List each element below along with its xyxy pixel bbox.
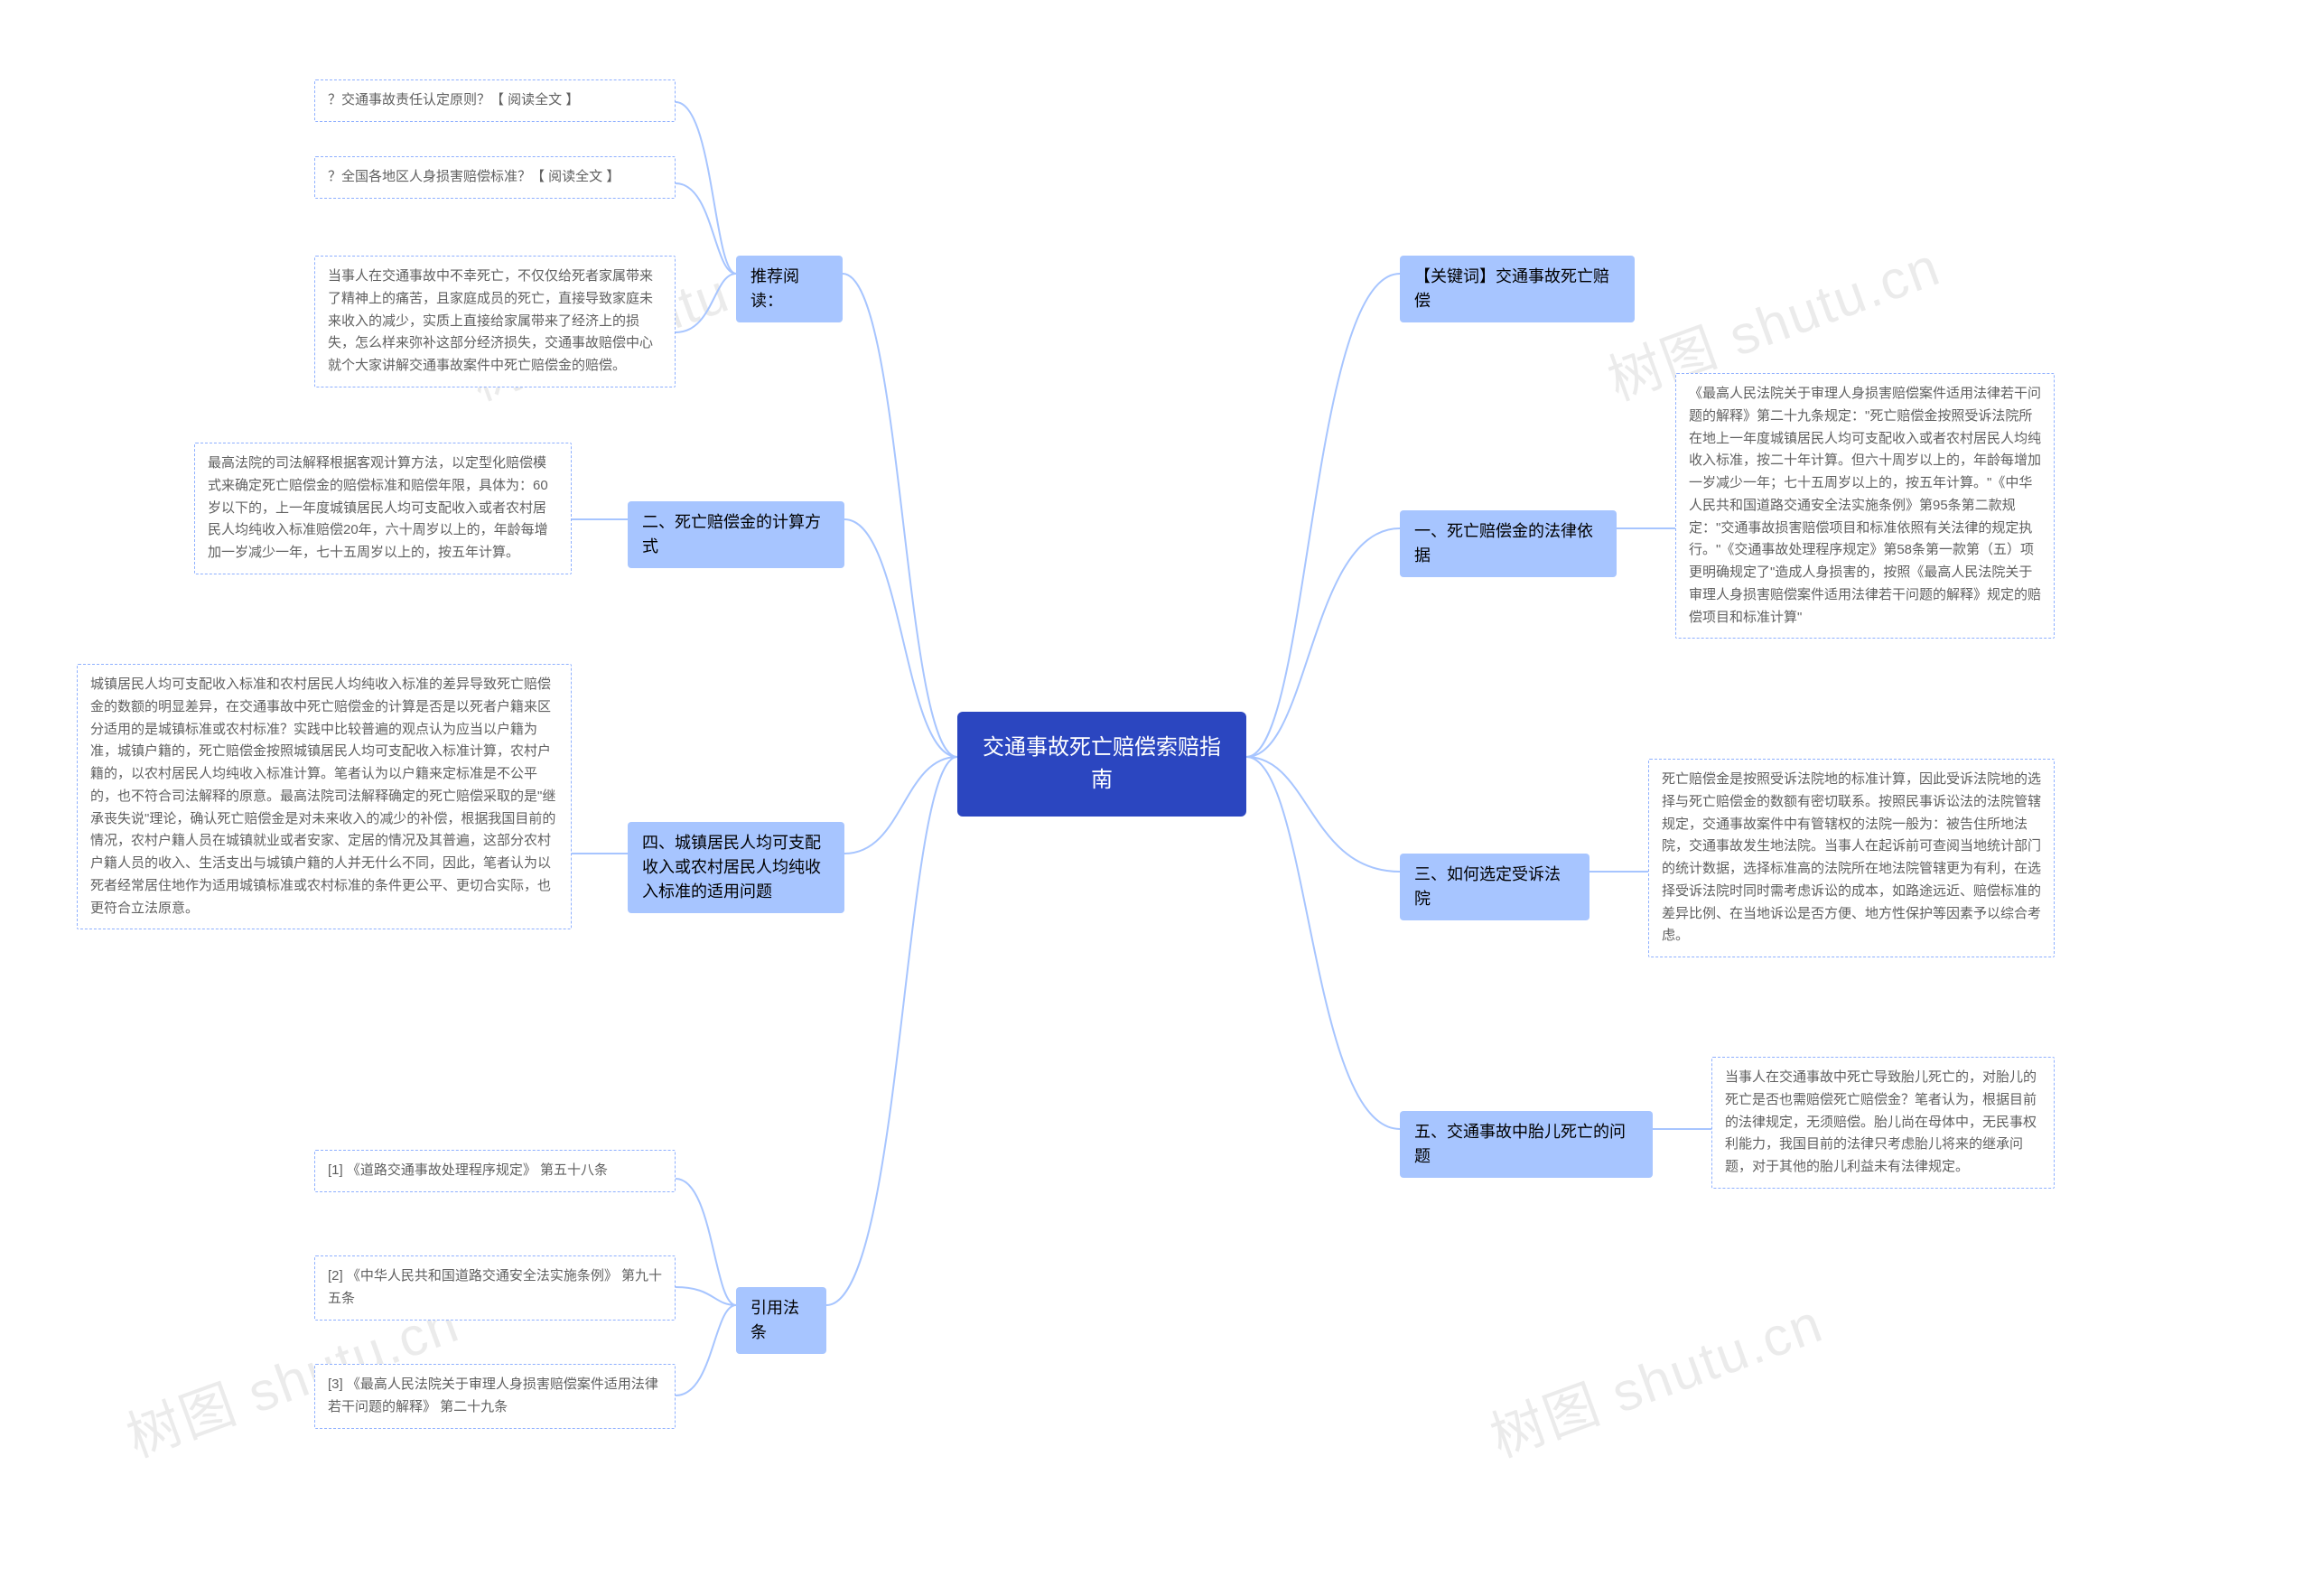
- branch-recommended-reading[interactable]: 推荐阅读：: [736, 256, 843, 322]
- leaf-legal-basis[interactable]: 《最高人民法院关于审理人身损害赔偿案件适用法律若干问题的解释》第二十九条规定："…: [1675, 373, 2055, 639]
- leaf-court[interactable]: 死亡赔偿金是按照受诉法院地的标准计算，因此受诉法院地的选择与死亡赔偿金的数额有密…: [1648, 759, 2055, 957]
- leaf-rec-3[interactable]: 当事人在交通事故中不幸死亡，不仅仅给死者家属带来了精神上的痛苦，且家庭成员的死亡…: [314, 256, 676, 387]
- branch-urban-rural-income[interactable]: 四、城镇居民人均可支配收入或农村居民人均纯收入标准的适用问题: [628, 822, 844, 913]
- leaf-calc[interactable]: 最高法院的司法解释根据客观计算方法，以定型化赔偿模式来确定死亡赔偿金的赔偿标准和…: [194, 443, 572, 574]
- leaf-rec-1[interactable]: ？交通事故责任认定原则？【 阅读全文 】: [314, 79, 676, 122]
- branch-calc-method[interactable]: 二、死亡赔偿金的计算方式: [628, 501, 844, 568]
- leaf-fetus[interactable]: 当事人在交通事故中死亡导致胎儿死亡的，对胎儿的死亡是否也需赔偿死亡赔偿金？笔者认…: [1711, 1057, 2055, 1189]
- branch-cited-laws[interactable]: 引用法条: [736, 1287, 826, 1354]
- leaf-rec-2[interactable]: ？全国各地区人身损害赔偿标准？【 阅读全文 】: [314, 156, 676, 199]
- branch-fetus-death[interactable]: 五、交通事故中胎儿死亡的问题: [1400, 1111, 1653, 1178]
- leaf-law-2[interactable]: [2] 《中华人民共和国道路交通安全法实施条例》 第九十五条: [314, 1255, 676, 1321]
- leaf-law-3[interactable]: [3] 《最高人民法院关于审理人身损害赔偿案件适用法律若干问题的解释》 第二十九…: [314, 1364, 676, 1429]
- leaf-law-1[interactable]: [1] 《道路交通事故处理程序规定》 第五十八条: [314, 1150, 676, 1192]
- branch-legal-basis[interactable]: 一、死亡赔偿金的法律依据: [1400, 510, 1617, 577]
- root-node[interactable]: 交通事故死亡赔偿索赔指南: [957, 712, 1246, 817]
- watermark-4: 树图 shutu.cn: [1478, 1280, 1832, 1473]
- branch-keywords[interactable]: 【关键词】交通事故死亡赔偿: [1400, 256, 1635, 322]
- leaf-urban-rural[interactable]: 城镇居民人均可支配收入标准和农村居民人均纯收入标准的差异导致死亡赔偿金的数额的明…: [77, 664, 572, 929]
- branch-court-selection[interactable]: 三、如何选定受诉法院: [1400, 854, 1590, 920]
